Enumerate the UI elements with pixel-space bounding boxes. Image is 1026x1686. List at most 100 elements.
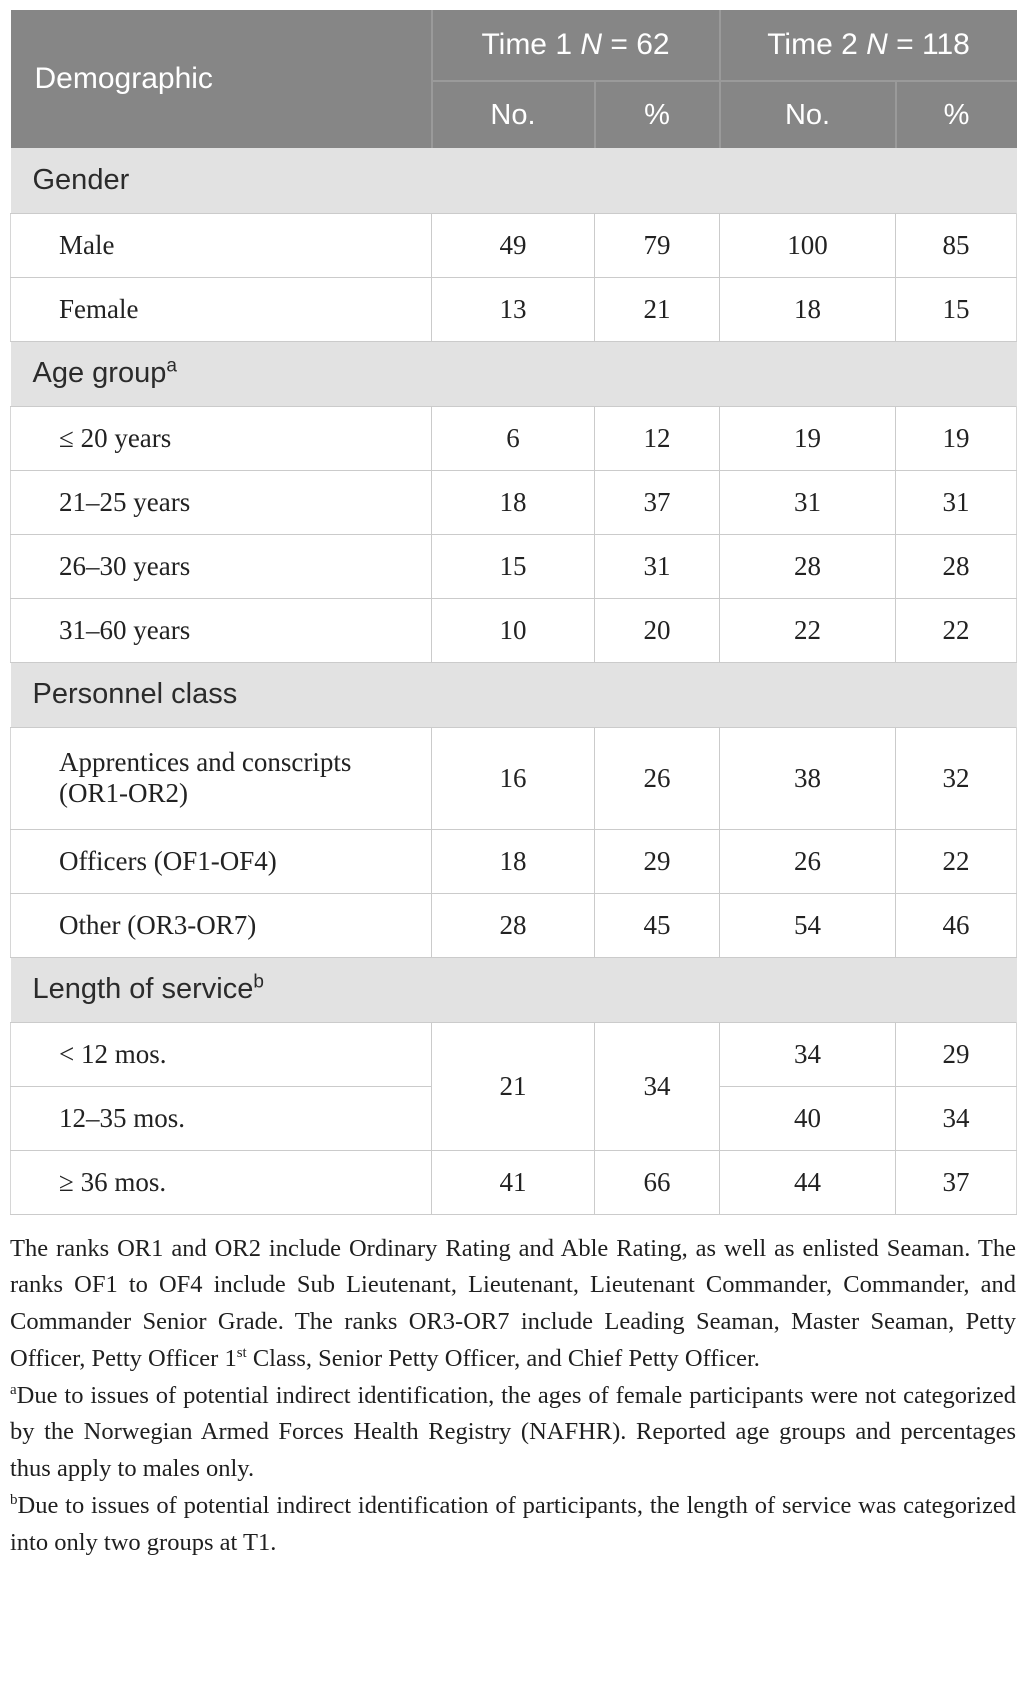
value-t1-pct-merged: 34: [593, 1021, 721, 1151]
value-t1-no-merged: 21: [431, 1021, 595, 1151]
value-t2-pct: 28: [895, 533, 1018, 599]
table-row-age-21-25: 21–25 years 18 37 31 31: [10, 469, 1018, 535]
header-time1: Time 1 N = 62: [430, 10, 721, 82]
table-row-age-31-60: 31–60 years 10 20 22 22: [10, 597, 1018, 663]
row-label: < 12 mos.: [10, 1021, 432, 1087]
time2-suffix: = 118: [887, 28, 970, 61]
row-label: Apprentices and conscripts (OR1-OR2): [10, 726, 432, 830]
time1-prefix: Time 1: [481, 28, 581, 61]
table-footnotes: The ranks OR1 and OR2 include Ordinary R…: [10, 1231, 1016, 1562]
row-label: ≥ 36 mos.: [10, 1149, 432, 1215]
value-t1-pct: 29: [593, 828, 721, 894]
footnote-a-text: Due to issues of potential indirect iden…: [10, 1381, 1016, 1483]
value-t2-pct: 46: [895, 892, 1018, 958]
value-t2-no: 38: [719, 726, 897, 830]
value-t1-no: 28: [431, 892, 595, 958]
value-t2-no: 28: [719, 533, 897, 599]
value-t1-no: 41: [431, 1149, 595, 1215]
footnote-b-text: Due to issues of potential indirect iden…: [10, 1491, 1016, 1556]
section-length-of-service-text: Length of service: [32, 973, 254, 1005]
value-t1-no: 6: [431, 405, 595, 471]
value-t2-pct: 34: [895, 1085, 1018, 1151]
table-row-svc-ge36: ≥ 36 mos. 41 66 44 37: [10, 1149, 1018, 1215]
value-t1-no: 18: [431, 828, 595, 894]
table-row-male: Male 49 79 100 85: [10, 212, 1018, 278]
value-t1-no: 16: [431, 726, 595, 830]
value-t2-no: 40: [719, 1085, 897, 1151]
value-t2-pct: 31: [895, 469, 1018, 535]
value-t2-pct: 32: [895, 726, 1018, 830]
value-t1-pct: 26: [593, 726, 721, 830]
header-t2-no: No.: [718, 80, 897, 148]
value-t2-no: 100: [719, 212, 897, 278]
table-row-svc-12-35: 12–35 mos. 40 34: [10, 1085, 1018, 1151]
section-label-age-group: Age groupa: [10, 341, 1017, 406]
footnote-ranks-superscript-st: st: [236, 1344, 247, 1361]
table-row-officers: Officers (OF1-OF4) 18 29 26 22: [10, 828, 1018, 894]
section-row-age-group: Age groupa: [10, 341, 1017, 406]
row-label: ≤ 20 years: [10, 405, 432, 471]
value-t1-no: 10: [431, 597, 595, 663]
footnote-ranks: The ranks OR1 and OR2 include Ordinary R…: [10, 1231, 1016, 1378]
value-t2-pct: 29: [895, 1021, 1018, 1087]
value-t1-no: 15: [431, 533, 595, 599]
section-age-group-footnote-marker: a: [166, 355, 177, 377]
value-t1-pct: 45: [593, 892, 721, 958]
value-t1-pct: 31: [593, 533, 721, 599]
row-label: Other (OR3-OR7): [10, 892, 432, 958]
header-t1-pct: %: [593, 80, 721, 148]
value-t1-pct: 37: [593, 469, 721, 535]
value-t2-pct: 15: [895, 276, 1018, 342]
table-row-svc-lt12: < 12 mos. 21 34 34 29: [10, 1021, 1018, 1151]
value-t2-no: 44: [719, 1149, 897, 1215]
table-row-female: Female 13 21 18 15: [10, 276, 1018, 342]
value-t2-pct: 22: [895, 828, 1018, 894]
row-label: 21–25 years: [10, 469, 432, 535]
value-t2-no: 54: [719, 892, 897, 958]
section-label-personnel-class: Personnel class: [10, 662, 1017, 727]
demographics-table: Demographic Time 1 N = 62 Time 2 N = 118…: [10, 10, 1018, 1215]
value-t2-pct: 85: [895, 212, 1018, 278]
value-t2-no: 19: [719, 405, 897, 471]
value-t2-pct: 37: [895, 1149, 1018, 1215]
value-t1-pct: 21: [593, 276, 721, 342]
value-t1-pct: 79: [593, 212, 721, 278]
footnote-a-marker: a: [10, 1381, 17, 1398]
corner-header-demographic: Demographic: [10, 10, 433, 148]
section-label-length-of-service: Length of serviceb: [10, 957, 1017, 1022]
time2-n: N: [866, 28, 888, 61]
footnote-ranks-text-2: Class, Senior Petty Officer, and Chief P…: [246, 1344, 760, 1372]
table-row-age-26-30: 26–30 years 15 31 28 28: [10, 533, 1018, 599]
section-gender-text: Gender: [32, 163, 130, 196]
value-t2-no: 26: [719, 828, 897, 894]
section-length-of-service-footnote-marker: b: [253, 971, 264, 993]
section-personnel-class-text: Personnel class: [32, 678, 238, 710]
value-t2-no: 31: [719, 469, 897, 535]
header-t2-pct: %: [894, 80, 1017, 148]
table-row-age-le20: ≤ 20 years 6 12 19 19: [10, 405, 1018, 471]
row-label: Officers (OF1-OF4): [10, 828, 432, 894]
corner-header-label: Demographic: [34, 62, 213, 95]
row-label: 26–30 years: [10, 533, 432, 599]
value-t2-pct: 19: [895, 405, 1018, 471]
value-t2-no: 34: [719, 1021, 897, 1087]
row-label: Female: [10, 276, 432, 342]
row-label: Male: [10, 212, 432, 278]
footnote-ranks-text-1: The ranks OR1 and OR2 include Ordinary R…: [10, 1234, 1016, 1372]
value-t1-pct: 12: [593, 405, 721, 471]
section-label-gender: Gender: [10, 148, 1017, 213]
footnote-a: aDue to issues of potential indirect ide…: [10, 1378, 1016, 1488]
header-time2: Time 2 N = 118: [718, 10, 1017, 82]
header-row-timepoints: Demographic Time 1 N = 62 Time 2 N = 118: [10, 10, 1017, 148]
section-row-length-of-service: Length of serviceb: [10, 957, 1017, 1022]
header-t1-no: No.: [430, 80, 596, 148]
footnote-b: bDue to issues of potential indirect ide…: [10, 1488, 1016, 1562]
time2-prefix: Time 2: [767, 28, 867, 61]
time1-n: N: [580, 28, 603, 61]
section-age-group-text: Age group: [32, 357, 167, 389]
value-t1-no: 49: [431, 212, 595, 278]
footnote-b-marker: b: [10, 1491, 18, 1508]
section-row-personnel-class: Personnel class: [10, 662, 1017, 727]
value-t1-no: 18: [431, 469, 595, 535]
